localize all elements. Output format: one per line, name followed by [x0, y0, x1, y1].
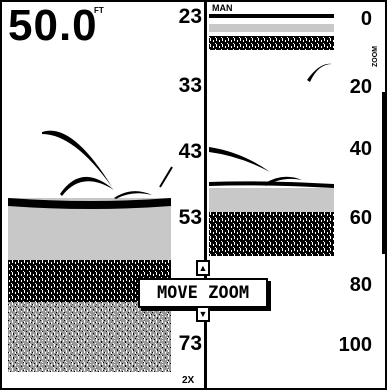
panel-divider [204, 2, 207, 388]
surface-clutter [209, 36, 334, 50]
depth-scale-tick: 0 [360, 8, 372, 30]
zoom-scale-tick: 53 [178, 206, 202, 229]
move-zoom-popup[interactable]: MOVE ZOOM [138, 278, 268, 308]
zoom-indicator-label: ZOOM [372, 46, 379, 67]
bottom-hardness-band [209, 188, 334, 212]
depth-scale-tick: 20 [349, 76, 372, 98]
mode-label: MAN [212, 3, 233, 13]
bottom-clutter [209, 212, 334, 256]
zoom-level: 2X [182, 375, 195, 386]
fish-arch [307, 63, 332, 82]
fish-arch [114, 191, 152, 199]
zoom-scale-tick: 33 [178, 74, 202, 97]
depth-unit: FT [94, 6, 104, 15]
surface-line [209, 14, 334, 18]
depth-scale-tick: 80 [349, 274, 372, 296]
zoom-scale-tick: 43 [178, 140, 202, 163]
depth-scale-tick: 40 [349, 138, 372, 160]
full-panel [209, 14, 334, 256]
fish-arch [60, 176, 114, 196]
bottom-line [209, 181, 334, 188]
arrow-up-icon[interactable]: ▲ [196, 260, 210, 276]
fish-arch [264, 176, 302, 186]
bottom-line [8, 198, 171, 209]
depth-readout: 50.0 [8, 1, 98, 50]
depth-scale-tick: 100 [338, 334, 372, 356]
fish-arch [209, 147, 270, 172]
fish-arch [42, 130, 112, 187]
zoom-scale-tick: 23 [178, 5, 202, 28]
zoom-panel [8, 130, 171, 372]
zoom-scale-tick: 73 [178, 332, 202, 355]
zoom-range-bar [382, 92, 385, 254]
depth-scale-tick: 60 [349, 207, 372, 229]
arrow-down-icon[interactable]: ▼ [196, 306, 210, 322]
